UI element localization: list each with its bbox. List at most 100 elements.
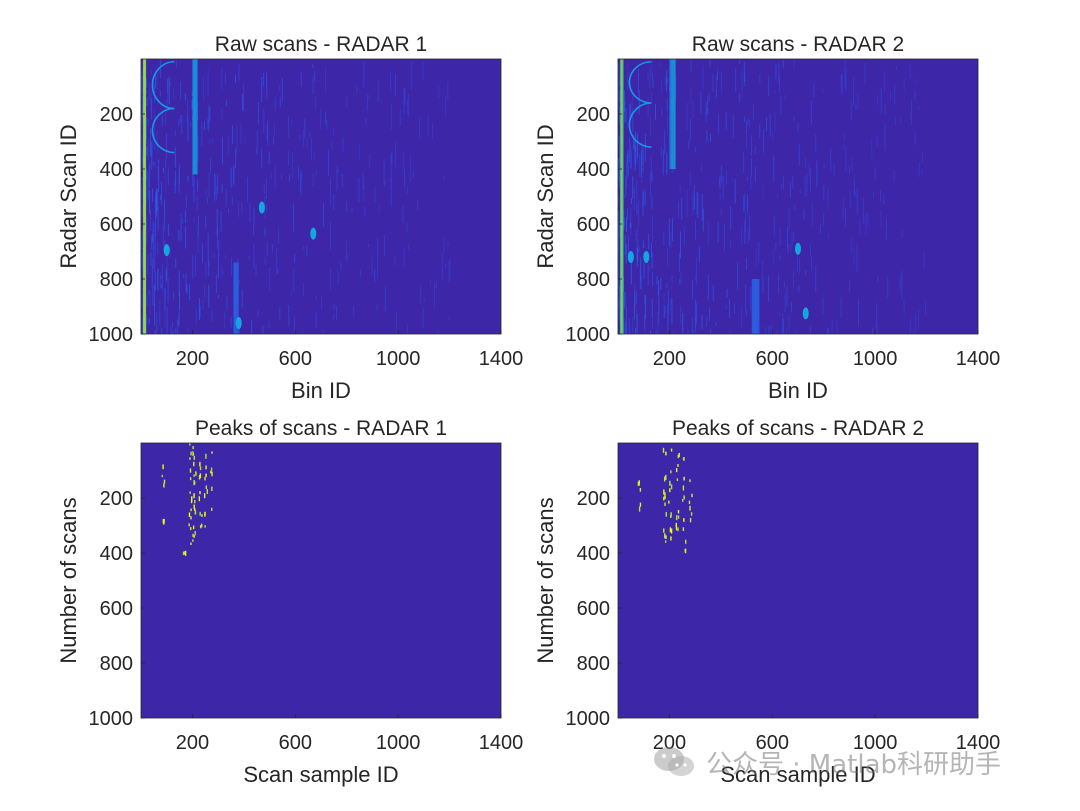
peak-mark bbox=[206, 488, 209, 494]
texture-streak bbox=[251, 320, 252, 334]
texture-streak bbox=[854, 190, 856, 197]
texture-streak bbox=[788, 314, 790, 334]
texture-streak bbox=[145, 327, 147, 332]
texture-streak bbox=[689, 118, 691, 141]
peak-mark bbox=[210, 470, 212, 474]
texture-streak bbox=[302, 331, 303, 334]
texture-streak bbox=[667, 303, 669, 332]
texture-streak bbox=[165, 133, 167, 159]
peak-mark bbox=[205, 453, 207, 459]
peak-mark bbox=[199, 525, 202, 529]
texture-streak bbox=[235, 148, 236, 169]
texture-streak bbox=[732, 114, 734, 139]
texture-streak bbox=[153, 243, 155, 269]
texture-streak bbox=[347, 254, 349, 260]
texture-streak bbox=[799, 258, 800, 275]
peak-mark bbox=[677, 510, 680, 514]
texture-streak bbox=[288, 150, 290, 167]
texture-streak bbox=[403, 248, 405, 267]
texture-streak bbox=[193, 216, 195, 223]
texture-streak bbox=[850, 100, 852, 121]
texture-streak bbox=[178, 313, 180, 328]
texture-streak bbox=[399, 109, 401, 127]
texture-streak bbox=[192, 255, 194, 279]
texture-streak bbox=[346, 96, 348, 108]
peak-mark bbox=[665, 451, 667, 456]
texture-streak bbox=[774, 111, 776, 132]
texture-streak bbox=[672, 217, 673, 242]
texture-streak bbox=[266, 74, 267, 87]
texture-streak bbox=[750, 135, 752, 156]
texture-streak bbox=[630, 222, 632, 229]
texture-streak bbox=[266, 123, 268, 142]
texture-streak bbox=[162, 223, 164, 233]
peak-mark bbox=[193, 461, 195, 467]
texture-streak bbox=[167, 78, 169, 94]
texture-streak bbox=[152, 219, 154, 242]
texture-streak bbox=[680, 231, 681, 259]
texture-streak bbox=[626, 153, 628, 163]
texture-streak bbox=[914, 131, 916, 146]
peak-mark bbox=[664, 540, 667, 543]
texture-streak bbox=[638, 89, 640, 115]
texture-streak bbox=[710, 329, 712, 334]
y-tick-label: 800 bbox=[100, 653, 133, 675]
texture-streak bbox=[793, 59, 795, 70]
texture-streak bbox=[174, 147, 176, 168]
texture-streak bbox=[641, 141, 643, 151]
texture-streak bbox=[161, 181, 162, 206]
peak-mark bbox=[190, 527, 192, 531]
texture-streak bbox=[675, 75, 677, 100]
y-tick-label: 200 bbox=[100, 104, 133, 126]
y-tick-label: 600 bbox=[577, 214, 610, 236]
peak-mark bbox=[184, 550, 187, 556]
texture-streak bbox=[407, 324, 409, 334]
texture-streak bbox=[207, 257, 209, 267]
texture-streak bbox=[708, 93, 710, 102]
texture-streak bbox=[264, 227, 266, 237]
texture-streak bbox=[362, 172, 364, 189]
texture-streak bbox=[146, 294, 148, 306]
texture-streak bbox=[268, 321, 270, 329]
texture-streak bbox=[253, 225, 255, 236]
texture-streak bbox=[241, 289, 243, 308]
texture-streak bbox=[141, 274, 143, 303]
texture-streak bbox=[803, 209, 805, 220]
texture-streak bbox=[222, 270, 224, 275]
texture-streak bbox=[313, 152, 315, 161]
texture-streak bbox=[258, 102, 260, 125]
texture-streak bbox=[805, 270, 807, 276]
texture-streak bbox=[810, 100, 812, 125]
peak-mark bbox=[684, 539, 687, 544]
texture-streak bbox=[633, 135, 634, 150]
texture-streak bbox=[180, 115, 181, 123]
texture-streak bbox=[918, 162, 920, 178]
texture-streak bbox=[146, 146, 148, 156]
texture-streak bbox=[142, 95, 144, 117]
texture-streak bbox=[141, 264, 143, 285]
texture-streak bbox=[422, 306, 424, 329]
texture-streak bbox=[182, 218, 184, 224]
texture-streak bbox=[152, 287, 154, 306]
texture-streak bbox=[749, 215, 751, 241]
texture-streak bbox=[712, 73, 714, 92]
texture-streak bbox=[178, 119, 180, 127]
texture-streak bbox=[443, 176, 445, 182]
texture-streak bbox=[211, 309, 213, 323]
texture-streak bbox=[160, 275, 162, 280]
texture-streak bbox=[146, 314, 148, 326]
chart-title: Raw scans - RADAR 1 bbox=[215, 33, 427, 56]
texture-streak bbox=[622, 330, 624, 334]
texture-streak bbox=[844, 60, 846, 89]
texture-streak bbox=[410, 155, 411, 182]
texture-streak bbox=[262, 72, 264, 87]
texture-streak bbox=[151, 257, 153, 284]
texture-streak bbox=[652, 272, 654, 287]
texture-streak bbox=[619, 158, 621, 183]
texture-streak bbox=[279, 307, 281, 320]
y-tick-label: 400 bbox=[100, 543, 133, 565]
texture-streak bbox=[175, 258, 177, 269]
texture-streak bbox=[149, 292, 151, 315]
texture-streak bbox=[448, 261, 450, 283]
texture-streak bbox=[631, 198, 632, 205]
